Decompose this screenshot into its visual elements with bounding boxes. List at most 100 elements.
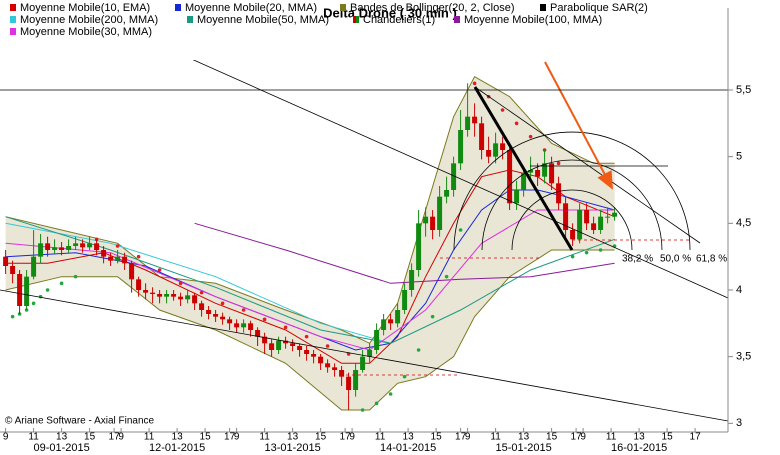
x-tick-label: 13 xyxy=(172,432,184,443)
legend-swatch xyxy=(454,16,460,23)
candle-body xyxy=(220,316,226,320)
sar-dot xyxy=(199,290,204,295)
candle-body xyxy=(10,266,16,274)
candle-body xyxy=(101,250,107,257)
sar-dot xyxy=(374,401,379,406)
candle-body xyxy=(87,243,93,248)
candle-body xyxy=(24,276,30,306)
candle-body xyxy=(528,170,534,173)
candle-body xyxy=(360,356,366,370)
candle-body xyxy=(493,143,499,157)
x-tick-label: 15 xyxy=(662,432,674,443)
candle-body xyxy=(444,190,450,197)
x-tick-label: 13 xyxy=(56,432,68,443)
candle-body xyxy=(500,143,506,150)
candle-body xyxy=(38,243,44,257)
sar-dot xyxy=(598,248,603,252)
legend-label: Moyenne Mobile(200, MMA) xyxy=(20,14,158,26)
legend-swatch xyxy=(10,28,16,35)
candle-body xyxy=(549,163,555,184)
candle-body xyxy=(584,210,590,224)
x-tick-label: 11 xyxy=(28,432,39,443)
candle-body xyxy=(591,223,597,230)
legend-swatch xyxy=(10,4,16,11)
legend-label: Moyenne Mobile(100, MMA) xyxy=(464,14,602,26)
candle-body xyxy=(136,279,142,290)
legend-swatch xyxy=(540,4,546,11)
x-tick-label: 9 xyxy=(3,432,9,443)
candle-body xyxy=(150,292,156,294)
candle-body xyxy=(430,216,436,230)
candle-body xyxy=(108,256,114,261)
fibonacci-arc xyxy=(453,131,691,251)
x-tick-label: 15 xyxy=(84,432,96,443)
candle-body xyxy=(563,203,569,230)
sar-dot xyxy=(136,254,141,259)
candle-body xyxy=(465,116,471,130)
sar-dot xyxy=(402,374,407,379)
legend-swatch xyxy=(187,16,193,23)
candle-body xyxy=(479,123,485,150)
candle-body xyxy=(255,330,261,337)
y-tick-label: 4,5 xyxy=(736,217,751,229)
candle-body xyxy=(598,216,604,230)
date-label: 14-01-2015 xyxy=(380,442,436,454)
candle-body xyxy=(157,294,163,297)
candle-body xyxy=(17,274,23,306)
arrow xyxy=(544,61,613,190)
x-tick-label: 9 xyxy=(580,432,586,443)
x-tick-label: 17 xyxy=(571,432,583,443)
candle-body xyxy=(325,363,331,368)
copyright: © Ariane Software - Axial Finance xyxy=(5,416,155,427)
sar-dot xyxy=(262,317,267,322)
candle-body xyxy=(332,367,338,370)
date-label: 12-01-2015 xyxy=(149,442,205,454)
candle-body xyxy=(122,256,128,264)
sar-dot xyxy=(283,325,288,330)
x-tick-label: 11 xyxy=(606,432,617,443)
x-tick-label: 17 xyxy=(455,432,467,443)
candle-body xyxy=(409,270,415,290)
x-tick-label: 9 xyxy=(234,432,240,443)
candle-body xyxy=(276,340,282,350)
candle-body xyxy=(115,256,121,261)
candle-body xyxy=(199,303,205,310)
candle-body xyxy=(367,350,373,357)
candle-body xyxy=(262,336,268,344)
x-tick-label: 17 xyxy=(690,432,702,443)
fibonacci-label: 38,2 % xyxy=(622,254,653,265)
drawings xyxy=(0,24,729,422)
candle-body xyxy=(605,216,611,218)
candle-body xyxy=(227,319,233,324)
sar-dot xyxy=(570,254,575,259)
date-label: 16-01-2015 xyxy=(611,442,667,454)
candle-body xyxy=(402,290,408,310)
x-tick-label: 13 xyxy=(518,432,530,443)
candle-body xyxy=(3,256,9,266)
y-tick-label: 5,5 xyxy=(736,84,751,96)
sar-dot xyxy=(73,274,78,279)
x-tick-label: 17 xyxy=(340,432,352,443)
candle-body xyxy=(297,346,303,350)
candle-body xyxy=(73,243,79,246)
candle-body xyxy=(248,323,254,330)
sar-dot xyxy=(430,314,435,319)
legend-swatch xyxy=(340,4,346,11)
candle-body xyxy=(290,343,296,346)
candle-body xyxy=(353,370,359,390)
sar-dot xyxy=(241,308,246,312)
fibonacci-arc xyxy=(511,189,633,251)
x-tick-label: 17 xyxy=(109,432,121,443)
candle-body xyxy=(514,190,520,204)
sar-dot xyxy=(115,244,120,248)
candle-body xyxy=(437,196,443,230)
x-tick-label: 11 xyxy=(375,432,386,443)
candle-body xyxy=(185,295,191,300)
candle-body xyxy=(241,323,247,328)
date-label: 09-01-2015 xyxy=(33,442,89,454)
sar-dot xyxy=(45,288,50,292)
candle-body xyxy=(416,223,422,270)
sar-dot xyxy=(584,250,589,255)
legend-swatch xyxy=(353,16,356,23)
